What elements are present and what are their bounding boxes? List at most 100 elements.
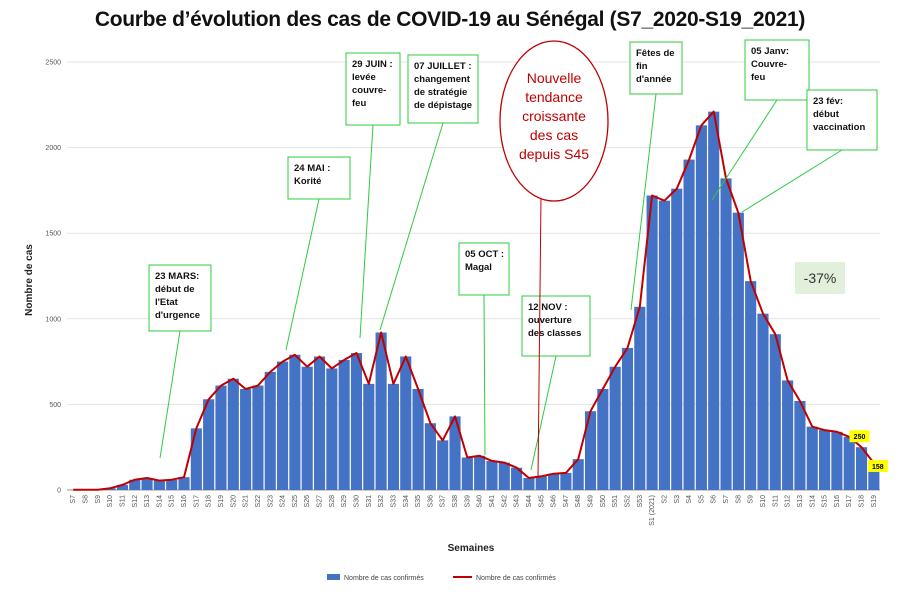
- x-tick-label: S31: [366, 495, 373, 508]
- x-tick-label: S9: [95, 495, 102, 504]
- bar: [326, 368, 338, 490]
- annotation-text: 23 MARS:: [155, 271, 199, 282]
- annotation-s31: 07 JUILLET : changement de stratégie de dép…: [379, 54, 479, 331]
- bar: [535, 476, 547, 490]
- series-line: [73, 110, 875, 491]
- x-tick-label: S8: [82, 495, 89, 504]
- x-tick-label: S52: [624, 495, 631, 508]
- x-tick-label: S40: [477, 495, 484, 508]
- bar: [166, 479, 178, 490]
- bar: [708, 111, 720, 490]
- bar: [449, 416, 461, 490]
- annotation-leader: [159, 330, 181, 459]
- bar: [437, 440, 449, 490]
- x-tick-label: S29: [341, 495, 348, 508]
- bar: [375, 332, 387, 490]
- bar: [572, 459, 584, 490]
- legend-swatch-bar: [327, 574, 340, 580]
- x-tick-label: S16: [181, 495, 188, 508]
- annotation-text: de stratégie: [414, 87, 467, 98]
- x-tick-label: S22: [255, 495, 262, 508]
- change-badge-bg: [795, 262, 845, 294]
- x-tick-label: S48: [575, 495, 582, 508]
- bar: [646, 195, 658, 490]
- x-tick-label: S14: [809, 495, 816, 508]
- x-tick-label: S14: [156, 495, 163, 508]
- annotation-leader: [630, 93, 657, 311]
- x-tick-label: S11: [119, 495, 126, 507]
- annotation-text: Magal: [465, 262, 492, 273]
- annotation-s2: 05 Janv: Couvre-feu: [711, 39, 810, 201]
- bar: [560, 472, 572, 490]
- x-tick-label: S33: [390, 495, 397, 508]
- bar: [240, 388, 252, 490]
- x-tick-label: S39: [464, 495, 471, 508]
- annotation-box: [148, 264, 212, 332]
- x-tick-label: S41: [489, 495, 496, 508]
- bar: [277, 361, 289, 490]
- x-tick-label: S35: [415, 495, 422, 508]
- annotation-box: [806, 89, 878, 151]
- bar: [301, 366, 313, 490]
- x-tick-label: S44: [526, 495, 533, 508]
- x-tick-label: S28: [329, 495, 336, 508]
- bar: [732, 212, 744, 490]
- annotation-text: feu: [751, 72, 765, 83]
- bar: [634, 306, 646, 490]
- annotation-text: 05 OCT :: [465, 249, 504, 260]
- x-tick-label: S15: [822, 495, 829, 508]
- callout-text: Nouvelle: [527, 70, 582, 86]
- bar: [350, 353, 363, 490]
- x-tick-label: S7: [70, 495, 77, 504]
- y-tick-label: 2000: [45, 145, 61, 152]
- bar: [400, 356, 412, 490]
- annotation-s25: 24 MAI : Korité: [285, 156, 351, 351]
- callout-text: des cas: [530, 127, 578, 143]
- annotation-box: [287, 156, 351, 200]
- bar: [289, 354, 301, 490]
- annotation-box: [345, 52, 401, 126]
- bar: [264, 371, 276, 490]
- annotation-text: 07 JUILLET :: [414, 61, 472, 72]
- y-tick-label: 1500: [45, 231, 61, 238]
- bar: [757, 313, 769, 490]
- chart-title: Courbe d’évolution des cas de COVID-19 a…: [94, 8, 806, 31]
- x-axis-label: Semaines: [448, 543, 495, 554]
- change-badge: -37%: [795, 262, 845, 294]
- bar: [252, 385, 264, 490]
- bar: [129, 479, 141, 490]
- annotation-s53: Fêtes de fin d'année: [629, 41, 683, 311]
- data-label: 158: [867, 459, 888, 472]
- annotation-leader: [530, 355, 557, 471]
- annotation-text: 29 JUIN :: [352, 59, 393, 70]
- bar: [190, 428, 202, 490]
- annotation-text: 05 Janv:: [751, 46, 789, 57]
- x-tick-label: S18: [859, 495, 866, 508]
- annotation-text: début: [813, 109, 840, 120]
- line-series: [73, 110, 875, 491]
- x-tick-label: S47: [563, 495, 570, 508]
- x-tick-label: S45: [538, 495, 545, 508]
- bar: [227, 378, 239, 490]
- annotation-box: [629, 41, 683, 95]
- y-axis-label: Nombre de cas: [24, 244, 35, 316]
- callout-pointer: [537, 196, 542, 479]
- bar: [831, 431, 843, 490]
- bar: [671, 188, 683, 491]
- x-tick-label: S46: [551, 495, 558, 508]
- x-tick-label: S50: [600, 495, 607, 508]
- x-tick-label: S16: [834, 495, 841, 508]
- bar: [548, 473, 560, 490]
- bar: [868, 462, 880, 490]
- bar: [461, 457, 473, 490]
- x-tick-label: S17: [193, 495, 200, 508]
- annotation-s45: 12 NOV : ouverture des classes: [521, 295, 591, 471]
- legend-label: Nombre de cas confirmés: [344, 575, 424, 582]
- annotation-text: de dépistage: [414, 100, 472, 111]
- annotation-box: [407, 54, 479, 124]
- data-label-text: 158: [872, 464, 884, 471]
- callout-ellipse: [499, 40, 609, 202]
- x-tick-label: S5: [698, 495, 705, 504]
- x-tick-label: S24: [280, 495, 287, 508]
- x-tick-label: S10: [760, 495, 767, 508]
